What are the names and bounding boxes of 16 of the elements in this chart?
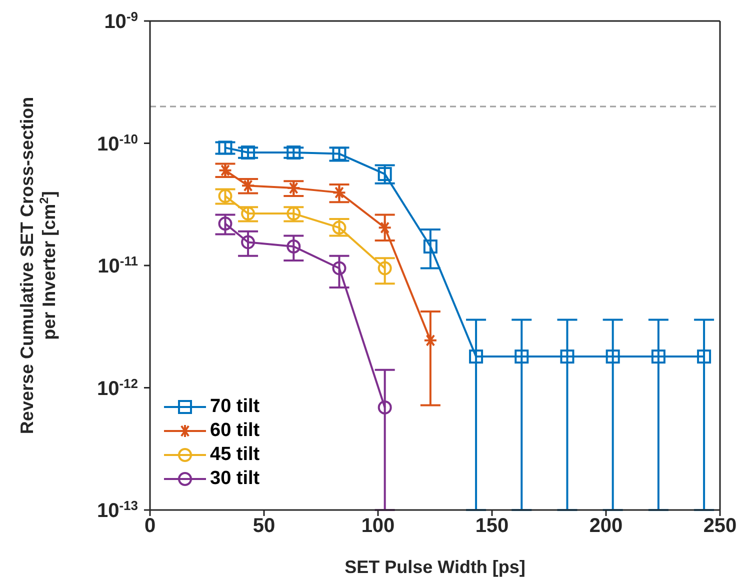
y-tick-label: 10$^{-11}$ (98, 253, 138, 278)
legend-label: 60 tilt (210, 420, 260, 442)
x-tick-label: 0 (144, 515, 156, 538)
x-tick-label: 50 (252, 515, 276, 538)
x-tick-label: 100 (361, 515, 395, 538)
y-tick-label: 10$^{-12}$ (96, 375, 138, 400)
x-axis-title: SET Pulse Width [ps] (344, 557, 526, 577)
x-tick-label: 200 (589, 515, 623, 538)
y-tick-label: 10$^{-13}$ (96, 498, 138, 522)
x-tick-label: 150 (475, 515, 509, 538)
y-tick-label: 10$^{-9}$ (104, 8, 138, 33)
y-tick-label: 10$^{-10}$ (96, 130, 138, 156)
legend-label: 70 tilt (210, 396, 260, 418)
legend-label: 30 tilt (210, 468, 260, 490)
legend-label: 45 tilt (210, 444, 260, 466)
x-tick-label: 250 (703, 515, 737, 538)
